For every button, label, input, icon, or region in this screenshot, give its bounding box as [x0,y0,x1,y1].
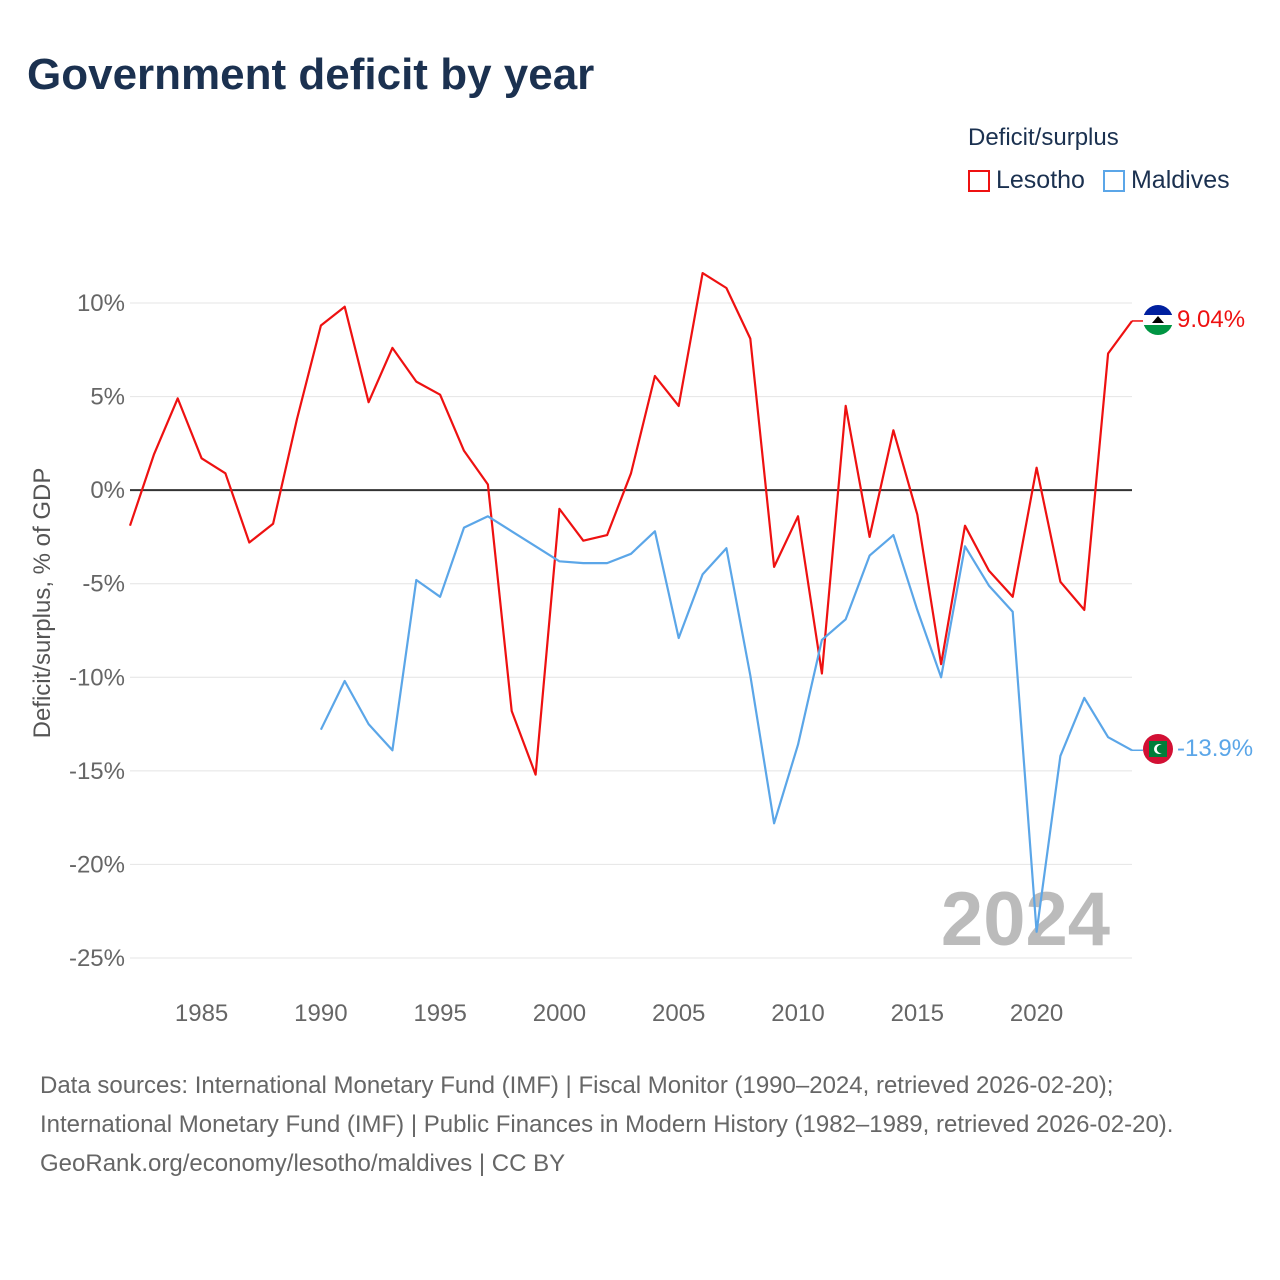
y-tick-label: -10% [69,664,125,691]
y-tick-label: 5% [90,384,125,411]
plot-area: 10% 5% 0% -5% -10% -15% -20% -25% 1985 1990 1995 20… [29,272,1253,1027]
legend-item-maldives[interactable]: Maldives [1102,166,1230,195]
maldives-end-label: -13.9% [1177,735,1253,762]
x-tick-label: 2015 [891,1000,944,1027]
x-tick-label: 2010 [771,1000,824,1027]
lesotho-flag-icon [1143,305,1173,335]
data-sources: Data sources: International Monetary Fun… [40,1072,1174,1138]
x-tick-label: 1995 [413,1000,466,1027]
x-tick-label: 2020 [1010,1000,1063,1027]
y-tick-label: -25% [69,945,125,972]
credit-link[interactable]: GeoRank.org/economy/lesotho/maldives | C… [40,1150,566,1177]
series-line-lesotho[interactable] [128,272,1133,776]
chart-title: Government deficit by year [27,50,595,99]
x-tick-label: 2000 [533,1000,586,1027]
x-tick-label: 1990 [294,1000,347,1027]
x-tick-label: 2005 [652,1000,705,1027]
legend-label-maldives: Maldives [1130,166,1230,194]
legend-item-lesotho[interactable]: Lesotho [968,166,1085,195]
lesotho-end-label: 9.04% [1177,306,1245,333]
year-watermark: 2024 [941,877,1110,962]
y-tick-label: 10% [77,290,125,317]
y-tick-label: -5% [82,571,125,598]
y-tick-label: -15% [69,758,125,785]
legend-swatch-maldives [1102,169,1125,192]
legend: Lesotho Maldives [968,166,1230,195]
maldives-flag-icon [1143,734,1173,764]
y-tick-label: 0% [90,477,125,504]
legend-title: Deficit/surplus [968,124,1119,151]
legend-label-lesotho: Lesotho [996,166,1085,194]
legend-swatch-lesotho [968,169,990,192]
series-line-maldives[interactable] [319,515,1133,933]
y-tick-label: -20% [69,851,125,878]
x-tick-label: 1985 [175,1000,228,1027]
footer: Data sources: International Monetary Fun… [40,1066,1240,1183]
y-axis-label: Deficit/surplus, % of GDP [29,468,56,739]
